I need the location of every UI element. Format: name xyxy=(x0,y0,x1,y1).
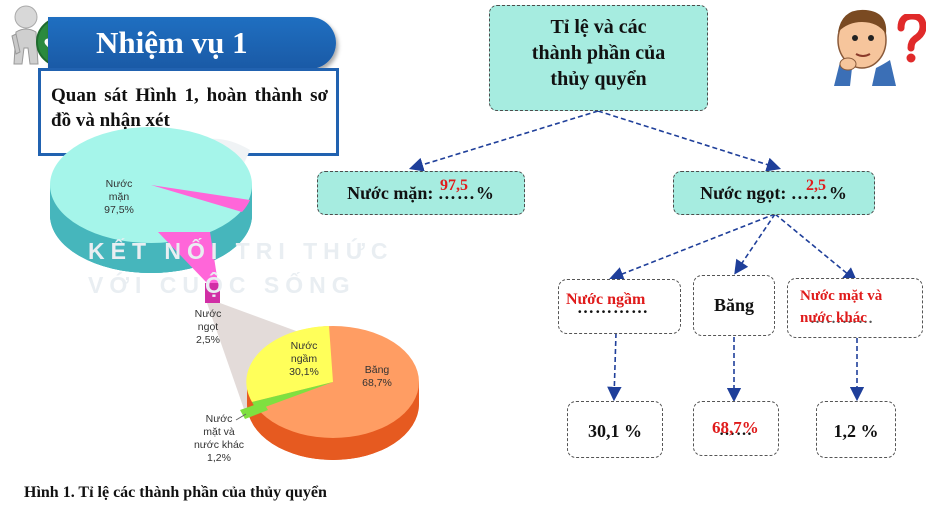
groundwater-blank: ………… xyxy=(577,298,649,317)
question-mark-icon xyxy=(896,12,927,64)
surface-value-node: 1,2 % xyxy=(816,401,896,458)
thinking-person-icon xyxy=(826,4,904,86)
groundwater-node: ………… xyxy=(558,279,681,334)
ice-node: Băng xyxy=(693,275,775,336)
ice-label: Băng xyxy=(713,295,755,315)
fresh-pie-label-1: Nước xyxy=(194,308,222,320)
ice-pie-label-2: 68,7% xyxy=(362,377,392,389)
ground-pie-label-1: Nước xyxy=(290,340,318,352)
task-title: Nhiệm vụ 1 xyxy=(96,25,248,60)
root-line-3: thủy quyển xyxy=(550,68,647,90)
fresh-water-answer: 2,5 xyxy=(806,177,826,194)
ground-pie-label-2: ngầm xyxy=(290,353,318,365)
small-pie xyxy=(246,326,419,460)
watermark-line-2: VỚI CUỘC SỐNG xyxy=(88,272,356,298)
fresh-pie-label-2: ngọt xyxy=(197,321,219,333)
surface-answer-line-2: nước khác xyxy=(800,310,867,326)
surface-answer-line-1: Nước mặt và xyxy=(800,288,883,304)
surface-pie-label-3: nước khác xyxy=(193,439,245,451)
fresh-water-pie-label: Nước ngọt 2,5% xyxy=(186,308,230,347)
root-node: Tỉ lệ và các thành phần của thủy quyển xyxy=(489,5,708,111)
salt-water-label: Nước mặn: xyxy=(347,183,434,203)
fresh-pie-label-3: 2,5% xyxy=(196,334,220,346)
fresh-water-slice xyxy=(151,185,250,212)
surface-pie-label-4: 1,2% xyxy=(207,452,231,464)
fresh-water-blank: ……% xyxy=(790,183,848,203)
watermark-line-1: KẾT NỐI TRI THỨC xyxy=(88,238,394,264)
groundwater-value: 30,1 % xyxy=(588,421,642,441)
ice-pie-label-1: Băng xyxy=(364,364,390,376)
salt-water-answer: 97,5 xyxy=(440,177,468,194)
surface-water-node: ………… xyxy=(787,278,923,338)
salt-water-pie-label: Nước mặn 97,5% xyxy=(96,178,142,217)
fresh-water-node: Nước ngọt: ……% xyxy=(673,171,875,215)
task-banner xyxy=(48,17,336,69)
surface-value: 1,2 % xyxy=(833,421,879,441)
surface-water-answer: Nước mặt và nước khác xyxy=(800,285,882,329)
figure-caption: Hình 1. Tỉ lệ các thành phần của thủy qu… xyxy=(24,484,327,501)
root-line-2: thành phần của xyxy=(531,42,666,64)
salt-water-node: Nước mặn: ……% xyxy=(317,171,525,215)
surface-pie-label-1: Nước xyxy=(205,413,233,425)
ground-pie-label-3: 30,1% xyxy=(289,366,319,378)
root-line-1: Tỉ lệ và các xyxy=(550,16,647,38)
salt-pie-label-2: mặn xyxy=(108,191,130,203)
ice-pie-label: Băng 68,7% xyxy=(354,364,400,390)
salt-pie-label-3: 97,5% xyxy=(104,204,134,216)
ice-answer: 68,7% xyxy=(712,418,759,437)
fresh-water-label: Nước ngọt: xyxy=(700,183,787,203)
fresh-water-wedge xyxy=(158,232,220,303)
salt-water-blank: ……% xyxy=(437,183,495,203)
ice-value-node: …… xyxy=(693,401,779,456)
surface-pie-label-2: mặt và xyxy=(203,426,235,438)
surface-water-blank: ………… xyxy=(810,311,874,327)
salt-pie-label-1: Nước xyxy=(105,178,133,190)
surface-water-slice xyxy=(252,382,333,410)
groundwater-answer: Nước ngầm xyxy=(566,291,646,308)
groundwater-slice xyxy=(246,326,333,402)
groundwater-value-node: 30,1 % xyxy=(567,401,663,458)
ice-blank: …… xyxy=(719,422,753,439)
surface-water-pie-label: Nước mặt và nước khác 1,2% xyxy=(188,413,250,465)
groundwater-pie-label: Nước ngầm 30,1% xyxy=(281,340,327,379)
